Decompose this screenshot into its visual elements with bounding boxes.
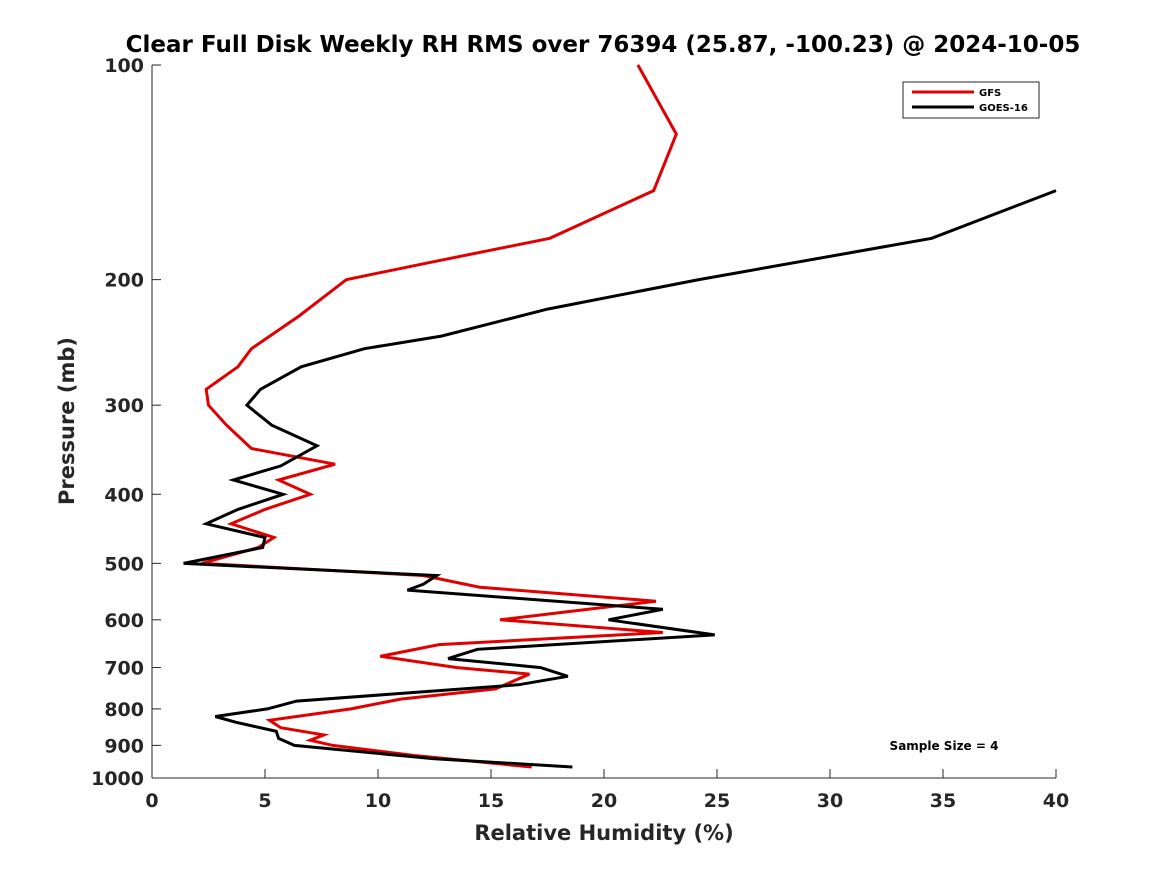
x-axis-label: Relative Humidity (%): [474, 821, 733, 845]
legend-label-goes16: GOES-16: [979, 103, 1028, 114]
x-tick-label: 20: [591, 790, 617, 812]
y-tick-label: 600: [104, 610, 144, 632]
y-tick-label: 100: [104, 55, 144, 77]
x-tick-label: 15: [478, 790, 504, 812]
sample-size-annotation: Sample Size = 4: [890, 739, 999, 753]
plot-area: [152, 65, 1056, 778]
y-tick-label: 400: [104, 484, 144, 506]
y-axis-label: Pressure (mb): [55, 337, 79, 505]
x-tick-label: 25: [704, 790, 730, 812]
x-tick-label: 30: [817, 790, 843, 812]
y-tick-label: 500: [104, 553, 144, 575]
series-layer: [183, 64, 1057, 769]
y-tick-label: 200: [104, 270, 144, 292]
x-tick-label: 10: [365, 790, 391, 812]
y-tick-label: 300: [104, 395, 144, 417]
y-tick-label: 800: [104, 699, 144, 721]
x-tick-label: 35: [930, 790, 956, 812]
legend-box: [902, 81, 1040, 119]
y-tick-label: 700: [104, 658, 144, 680]
y-tick-label: 1000: [91, 768, 144, 790]
x-tick-label: 0: [145, 790, 158, 812]
x-tick-label: 40: [1043, 790, 1069, 812]
legend: GFS GOES-16: [902, 81, 1040, 119]
y-tick-label: 900: [104, 735, 144, 757]
series-line-goes16: [183, 189, 1057, 769]
legend-label-gfs: GFS: [979, 88, 1001, 99]
x-tick-label: 5: [258, 790, 271, 812]
chart-title: Clear Full Disk Weekly RH RMS over 76394…: [126, 32, 1081, 58]
axes: 0 5 10 15 20 25 30 35 40 100 200 300 400 500 600 700 800…: [91, 55, 1069, 812]
